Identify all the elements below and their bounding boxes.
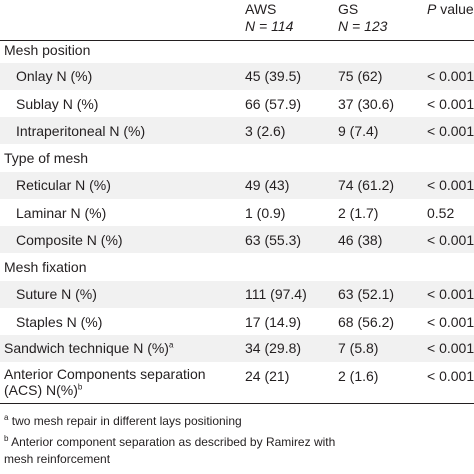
cell-p: < 0.001 (427, 368, 474, 384)
footnote-marker: b (77, 382, 83, 392)
cell-gs: 2 (1.6) (338, 368, 379, 384)
table-row: 24 (21) 2 (1.6) < 0.001 (0, 366, 474, 386)
footnote-text: two mesh repair in different lays positi… (8, 414, 242, 428)
header-p-rest: value (436, 1, 474, 17)
section-title-row: Mesh fixation (0, 257, 474, 277)
table-row: Sandwich technique N (%)a 34 (29.8) 7 (5… (0, 338, 474, 358)
cell-gs: 7 (5.8) (338, 340, 379, 356)
cell-gs: 74 (61.2) (338, 177, 395, 193)
header-p-letter: P (427, 1, 437, 17)
cell-aws: 34 (29.8) (245, 340, 302, 356)
header-rule (0, 40, 474, 41)
table-row: Sublay N (%) 66 (57.9) 37 (30.6) < 0.001 (0, 94, 474, 114)
row-band (0, 117, 474, 144)
row-label: Intraperitoneal N (%) (16, 123, 146, 139)
cell-p: < 0.001 (427, 123, 474, 139)
cell-p: < 0.001 (427, 68, 474, 84)
footnote: mesh reinforcement (4, 452, 110, 466)
cell-aws: 111 (97.4) (245, 286, 307, 302)
row-label: Suture N (%) (16, 286, 97, 302)
cell-p: < 0.001 (427, 232, 474, 248)
acs-label-line1: Anterior Components separation (4, 366, 206, 382)
row-label: Reticular N (%) (16, 177, 111, 193)
bottom-rule (0, 403, 474, 404)
table-row: Onlay N (%) 45 (39.5) 75 (62) < 0.001 (0, 66, 474, 86)
row-label: Onlay N (%) (16, 68, 93, 84)
row-label: Composite N (%) (16, 232, 123, 248)
section-title: Mesh position (4, 42, 91, 58)
cell-gs: 46 (38) (338, 232, 383, 248)
section-title-row: Type of mesh (0, 148, 474, 168)
table-row: Reticular N (%) 49 (43) 74 (61.2) < 0.00… (0, 175, 474, 195)
cell-gs: 2 (1.7) (338, 205, 379, 221)
footnote: b Anterior component separation as descr… (4, 434, 336, 450)
cell-aws: 17 (14.9) (245, 314, 302, 330)
cell-gs: 63 (52.1) (338, 286, 395, 302)
header-aws-name: AWS (245, 1, 277, 17)
sandwich-label: Sandwich technique N (%) (4, 340, 169, 356)
cell-p: 0.52 (427, 205, 455, 221)
row-label: Laminar N (%) (16, 205, 107, 221)
header-aws: AWS N = 114 (245, 1, 293, 35)
cell-p: < 0.001 (427, 314, 474, 330)
header-gs-name: GS (338, 1, 359, 17)
row-label: Staples N (%) (16, 314, 103, 330)
section-title: Mesh fixation (4, 259, 87, 275)
footnote-text: Anterior component separation as describ… (8, 435, 336, 449)
cell-gs: 68 (56.2) (338, 314, 395, 330)
cell-aws: 45 (39.5) (245, 68, 302, 84)
row-band (0, 335, 474, 362)
cell-aws: 3 (2.6) (245, 123, 286, 139)
section-title: Type of mesh (4, 150, 89, 166)
footnote-marker: a (168, 340, 174, 350)
table-row: Intraperitoneal N (%) 3 (2.6) 9 (7.4) < … (0, 121, 474, 141)
footnote-marker: b (4, 434, 9, 443)
cell-p: < 0.001 (427, 340, 474, 356)
row-band (0, 63, 474, 90)
cell-gs: 9 (7.4) (338, 123, 379, 139)
cell-aws: 49 (43) (245, 177, 290, 193)
footnote-marker: a (4, 413, 9, 422)
header-pvalue: P value (427, 1, 474, 18)
header-aws-n: N = 114 (245, 18, 294, 34)
cell-aws: 66 (57.9) (245, 96, 302, 112)
table-row: Laminar N (%) 1 (0.9) 2 (1.7) 0.52 (0, 203, 474, 223)
cell-p: < 0.001 (427, 96, 474, 112)
cell-p: < 0.001 (427, 177, 474, 193)
cell-gs: 37 (30.6) (338, 96, 395, 112)
cell-aws: 24 (21) (245, 368, 290, 384)
header-gs: GS N = 123 (338, 1, 387, 35)
row-label: Sublay N (%) (16, 96, 99, 112)
row-band (0, 281, 474, 308)
acs-label: Anterior Components separation (ACS) N(%… (4, 366, 206, 398)
row-band (0, 172, 474, 199)
cell-aws: 1 (0.9) (245, 205, 286, 221)
row-band (0, 226, 474, 253)
cell-gs: 75 (62) (338, 68, 383, 84)
table-row: Staples N (%) 17 (14.9) 68 (56.2) < 0.00… (0, 312, 474, 332)
header-gs-n: N = 123 (338, 18, 388, 34)
footnote: a two mesh repair in different lays posi… (4, 413, 242, 429)
row-label: Sandwich technique N (%)a (4, 338, 173, 358)
acs-label-line2: (ACS) N(%) (4, 382, 78, 398)
footnote-text: mesh reinforcement (4, 452, 111, 466)
cell-p: < 0.001 (427, 286, 474, 302)
cell-aws: 63 (55.3) (245, 232, 302, 248)
table-row: Suture N (%) 111 (97.4) 63 (52.1) < 0.00… (0, 284, 474, 304)
table-row: Composite N (%) 63 (55.3) 46 (38) < 0.00… (0, 230, 474, 250)
section-title-row: Mesh position (0, 40, 474, 60)
